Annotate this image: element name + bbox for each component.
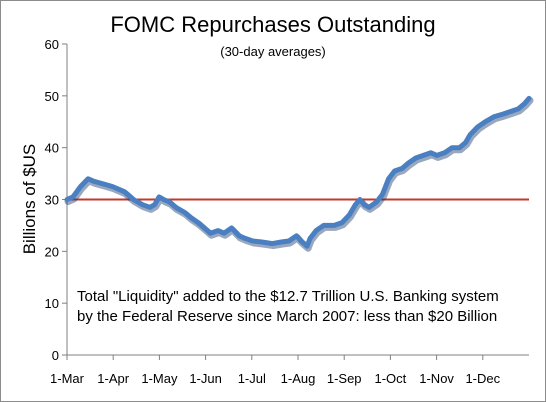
x-tick-label: 1-Apr — [97, 371, 129, 386]
chart-title: FOMC Repurchases Outstanding — [110, 12, 435, 37]
y-tick-labels: 0 10 20 30 40 50 60 — [45, 37, 59, 363]
y-tick-label: 30 — [45, 193, 59, 208]
y-tick-label: 50 — [45, 89, 59, 104]
y-tick-label: 10 — [45, 296, 59, 311]
y-tick-label: 0 — [52, 348, 59, 363]
series-shadow — [64, 96, 534, 252]
x-tick-label: 1-Sep — [327, 371, 362, 386]
x-tick-label: 1-Mar — [50, 371, 85, 386]
x-tick-label: 1-Dec — [465, 371, 500, 386]
series-group — [64, 95, 534, 252]
x-tick-label: 1-Oct — [375, 371, 407, 386]
y-tick-label: 40 — [45, 141, 59, 156]
y-tick-label: 20 — [45, 244, 59, 259]
y-axis-label: Billions of $US — [20, 144, 39, 255]
x-tick-label: 1-Aug — [281, 371, 316, 386]
annotation-line-1: Total "Liquidity" added to the $12.7 Tri… — [77, 288, 499, 305]
x-tick-label: 1-Jun — [189, 371, 222, 386]
x-tick-labels: 1-Mar 1-Apr 1-May 1-Jun 1-Jul 1-Aug 1-Sep 1-Oct… — [50, 371, 501, 386]
annotation-line-2: by the Federal Reserve since March 2007:… — [77, 308, 497, 325]
series-line — [64, 95, 532, 249]
x-tick-label: 1-Jul — [238, 371, 266, 386]
y-tick-label: 60 — [45, 37, 59, 52]
x-tick-label: 1-Nov — [419, 371, 454, 386]
chart-subtitle: (30-day averages) — [220, 44, 326, 59]
x-tick-label: 1-May — [141, 371, 178, 386]
